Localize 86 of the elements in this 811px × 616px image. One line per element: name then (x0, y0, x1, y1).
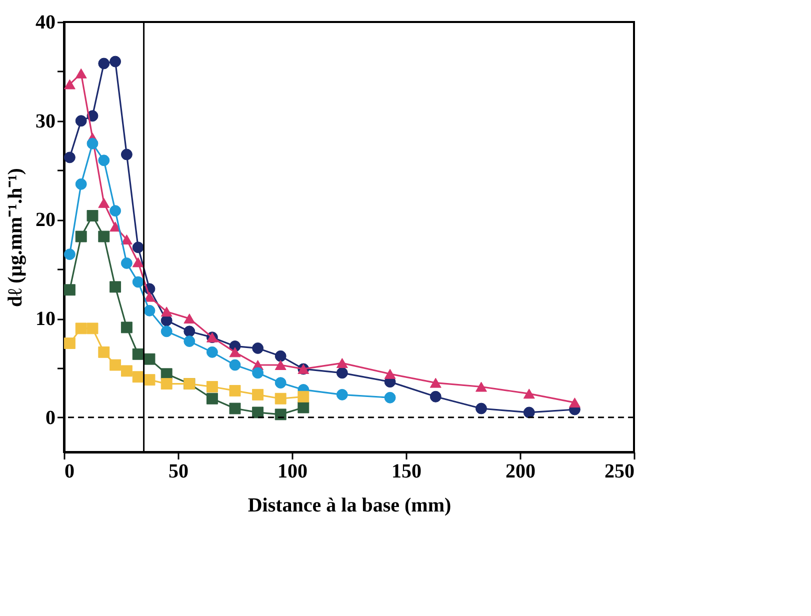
point (75, 115, 87, 127)
point (523, 406, 535, 418)
point (252, 367, 264, 379)
point (229, 359, 241, 371)
point (64, 284, 76, 296)
point (98, 198, 110, 208)
point (184, 336, 196, 348)
point (298, 402, 310, 414)
point (384, 392, 396, 404)
x-tick-label: 100 (278, 460, 308, 482)
point (206, 392, 218, 404)
point (86, 322, 98, 334)
point (110, 56, 122, 68)
point (144, 374, 156, 386)
point (430, 378, 442, 388)
point (144, 353, 156, 365)
point (144, 304, 156, 316)
x-tick-label: 200 (506, 460, 536, 482)
point (336, 367, 348, 379)
point (75, 68, 87, 78)
y-tick-label: 20 (36, 209, 56, 232)
point (120, 322, 132, 334)
point (274, 408, 286, 420)
point (144, 292, 156, 302)
x-tick-label: 250 (604, 460, 634, 482)
point (229, 347, 241, 358)
x-axis-title: Distance à la base (mm) (248, 494, 452, 516)
x-tick-label: 50 (168, 460, 188, 482)
point (110, 205, 122, 217)
point (120, 148, 132, 160)
point (206, 346, 218, 358)
point (184, 314, 196, 324)
point (252, 406, 264, 418)
point (160, 314, 172, 326)
point (160, 306, 172, 317)
point (132, 242, 144, 254)
point (274, 350, 286, 362)
point (75, 178, 87, 190)
point (64, 79, 76, 90)
point (336, 358, 348, 368)
point (64, 152, 76, 164)
point (476, 402, 487, 414)
point (568, 398, 580, 408)
point (523, 388, 535, 399)
point (98, 230, 110, 242)
point (75, 322, 87, 334)
point (120, 365, 132, 377)
point (86, 138, 98, 150)
point (110, 281, 122, 293)
y-tick-label: 10 (36, 308, 56, 330)
point (476, 382, 487, 392)
point (120, 234, 132, 244)
point (274, 360, 286, 370)
point (98, 346, 110, 358)
point (132, 348, 144, 360)
point (184, 326, 196, 338)
x-tick-label: 150 (392, 460, 422, 482)
point (384, 368, 396, 379)
y-tick-label: 30 (36, 110, 56, 132)
point (86, 210, 98, 222)
point (132, 276, 144, 288)
y-tick-label: 0 (46, 406, 56, 429)
point (132, 257, 144, 268)
point (160, 378, 172, 390)
point (132, 371, 144, 383)
point (64, 338, 76, 349)
point (252, 342, 264, 354)
y-axis-title: dℓ (µg.mm⁻¹.h⁻¹) (4, 168, 26, 307)
y-tick-label: 40 (36, 12, 56, 34)
point (98, 154, 110, 166)
point (75, 230, 87, 242)
point (252, 388, 264, 400)
point (120, 257, 132, 269)
point (336, 388, 348, 400)
point (110, 359, 122, 371)
point (229, 402, 241, 414)
point (229, 384, 241, 396)
point (274, 377, 286, 389)
point (298, 390, 310, 402)
point (206, 381, 218, 392)
x-tick-label: 0 (64, 460, 74, 482)
point (64, 248, 76, 260)
point (160, 326, 172, 338)
point (430, 390, 442, 402)
point (98, 58, 110, 70)
point (274, 392, 286, 404)
